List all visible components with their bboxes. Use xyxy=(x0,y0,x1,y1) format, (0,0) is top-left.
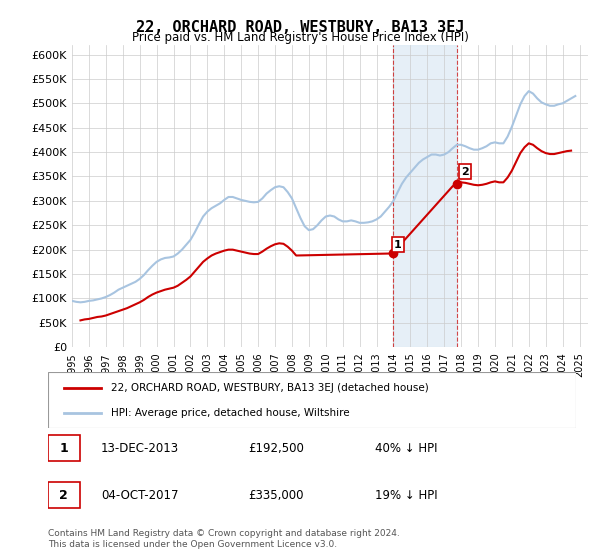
FancyBboxPatch shape xyxy=(48,482,80,508)
Text: 22, ORCHARD ROAD, WESTBURY, BA13 3EJ: 22, ORCHARD ROAD, WESTBURY, BA13 3EJ xyxy=(136,20,464,35)
Text: 1: 1 xyxy=(394,240,401,250)
Bar xyxy=(392,45,457,347)
FancyBboxPatch shape xyxy=(48,372,576,428)
Text: 04-OCT-2017: 04-OCT-2017 xyxy=(101,489,178,502)
Text: 19% ↓ HPI: 19% ↓ HPI xyxy=(376,489,438,502)
Text: HPI: Average price, detached house, Wiltshire: HPI: Average price, detached house, Wilt… xyxy=(112,408,350,418)
Text: 2: 2 xyxy=(461,167,469,176)
Text: £192,500: £192,500 xyxy=(248,442,305,455)
Text: 40% ↓ HPI: 40% ↓ HPI xyxy=(376,442,438,455)
FancyBboxPatch shape xyxy=(48,435,80,461)
Text: 1: 1 xyxy=(59,442,68,455)
Text: 13-DEC-2013: 13-DEC-2013 xyxy=(101,442,179,455)
Text: Contains HM Land Registry data © Crown copyright and database right 2024.
This d: Contains HM Land Registry data © Crown c… xyxy=(48,529,400,549)
Text: 2: 2 xyxy=(59,489,68,502)
Text: £335,000: £335,000 xyxy=(248,489,304,502)
Text: 22, ORCHARD ROAD, WESTBURY, BA13 3EJ (detached house): 22, ORCHARD ROAD, WESTBURY, BA13 3EJ (de… xyxy=(112,383,429,393)
Text: Price paid vs. HM Land Registry's House Price Index (HPI): Price paid vs. HM Land Registry's House … xyxy=(131,31,469,44)
